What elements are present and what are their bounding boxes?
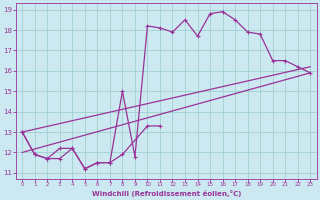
X-axis label: Windchill (Refroidissement éolien,°C): Windchill (Refroidissement éolien,°C) xyxy=(92,190,241,197)
